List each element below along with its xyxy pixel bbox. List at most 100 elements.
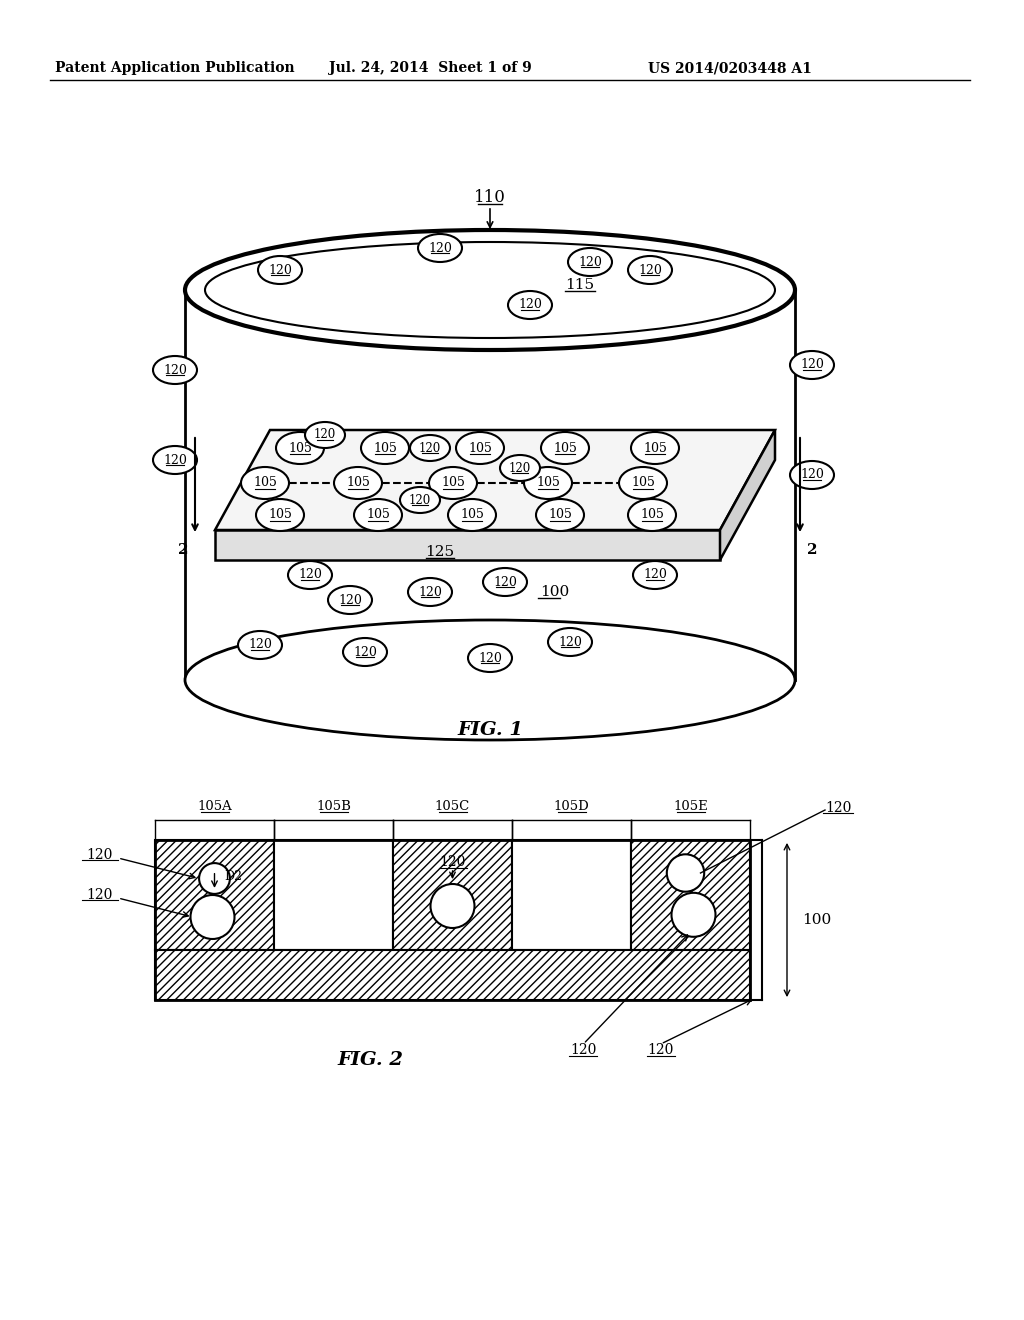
Ellipse shape — [185, 620, 795, 741]
Text: 105: 105 — [640, 508, 664, 521]
Text: 120: 120 — [518, 298, 542, 312]
Text: 105: 105 — [441, 477, 465, 490]
Text: 120: 120 — [439, 855, 466, 869]
Ellipse shape — [790, 461, 834, 488]
Ellipse shape — [400, 487, 440, 513]
Bar — [274, 840, 393, 950]
Text: 100: 100 — [540, 585, 569, 599]
Text: 120: 120 — [494, 576, 517, 589]
Text: 120: 120 — [248, 639, 272, 652]
Ellipse shape — [568, 248, 612, 276]
Ellipse shape — [456, 432, 504, 465]
Ellipse shape — [361, 432, 409, 465]
Ellipse shape — [408, 578, 452, 606]
Ellipse shape — [633, 561, 677, 589]
Text: 105D: 105D — [554, 800, 590, 813]
Ellipse shape — [305, 422, 345, 447]
Text: 105A: 105A — [198, 800, 231, 813]
Text: US 2014/0203448 A1: US 2014/0203448 A1 — [648, 61, 812, 75]
Bar — [512, 840, 631, 950]
Polygon shape — [720, 430, 775, 560]
Ellipse shape — [276, 432, 324, 465]
Bar — [393, 840, 512, 950]
Text: 120: 120 — [643, 569, 667, 582]
Text: 105: 105 — [548, 508, 572, 521]
Text: 105: 105 — [536, 477, 560, 490]
Text: 105: 105 — [643, 441, 667, 454]
Text: FIG. 2: FIG. 2 — [337, 1051, 403, 1069]
Text: 120: 120 — [428, 242, 452, 255]
Ellipse shape — [354, 499, 402, 531]
Polygon shape — [215, 430, 775, 531]
Text: 120: 120 — [163, 454, 187, 466]
Circle shape — [190, 895, 234, 939]
Text: 120: 120 — [579, 256, 602, 268]
Circle shape — [667, 854, 705, 892]
Text: 105: 105 — [366, 508, 390, 521]
Text: FIG. 1: FIG. 1 — [457, 721, 523, 739]
Text: 120: 120 — [509, 462, 531, 474]
Bar — [631, 840, 750, 950]
Text: 120: 120 — [418, 586, 442, 598]
Ellipse shape — [258, 256, 302, 284]
Ellipse shape — [500, 455, 540, 480]
Ellipse shape — [343, 638, 387, 667]
Ellipse shape — [536, 499, 584, 531]
Text: 120: 120 — [825, 801, 851, 814]
Text: 120: 120 — [268, 264, 292, 276]
Polygon shape — [215, 531, 720, 560]
Ellipse shape — [153, 446, 197, 474]
Text: 105: 105 — [468, 441, 492, 454]
Text: 120: 120 — [419, 441, 441, 454]
Ellipse shape — [524, 467, 572, 499]
Text: 120: 120 — [163, 363, 187, 376]
Ellipse shape — [628, 499, 676, 531]
Ellipse shape — [429, 467, 477, 499]
Text: 120: 120 — [353, 645, 377, 659]
Ellipse shape — [418, 234, 462, 261]
Ellipse shape — [508, 290, 552, 319]
Text: 105: 105 — [346, 477, 370, 490]
Text: 110: 110 — [474, 190, 506, 206]
Text: 105E: 105E — [673, 800, 708, 813]
Text: 105B: 105B — [316, 800, 351, 813]
Ellipse shape — [238, 631, 282, 659]
Text: 120: 120 — [87, 847, 114, 862]
Text: 100: 100 — [802, 913, 831, 927]
Text: 105: 105 — [460, 508, 484, 521]
Circle shape — [199, 863, 230, 894]
Ellipse shape — [256, 499, 304, 531]
Text: 125: 125 — [425, 545, 455, 558]
Text: 120: 120 — [87, 888, 114, 902]
Text: 120: 120 — [338, 594, 361, 606]
Text: 105: 105 — [631, 477, 655, 490]
Ellipse shape — [631, 432, 679, 465]
Text: Jul. 24, 2014  Sheet 1 of 9: Jul. 24, 2014 Sheet 1 of 9 — [329, 61, 531, 75]
Ellipse shape — [449, 499, 496, 531]
Text: 120: 120 — [298, 569, 322, 582]
Bar — [155, 840, 274, 950]
Text: 120: 120 — [800, 359, 824, 371]
Bar — [155, 950, 750, 1001]
Text: 105: 105 — [253, 477, 276, 490]
Ellipse shape — [334, 467, 382, 499]
Text: 120: 120 — [409, 494, 431, 507]
Ellipse shape — [483, 568, 527, 597]
Text: 105: 105 — [288, 441, 312, 454]
Text: 115: 115 — [565, 279, 594, 292]
Text: 105: 105 — [373, 441, 397, 454]
Ellipse shape — [288, 561, 332, 589]
Text: 2: 2 — [807, 543, 817, 557]
Text: 105: 105 — [268, 508, 292, 521]
Ellipse shape — [153, 356, 197, 384]
Text: 120: 120 — [800, 469, 824, 482]
Ellipse shape — [790, 351, 834, 379]
Text: 120: 120 — [570, 1043, 597, 1057]
Ellipse shape — [468, 644, 512, 672]
Ellipse shape — [185, 230, 795, 350]
Ellipse shape — [541, 432, 589, 465]
Text: 120: 120 — [558, 635, 582, 648]
Ellipse shape — [328, 586, 372, 614]
Circle shape — [430, 884, 474, 928]
Text: 120: 120 — [638, 264, 662, 276]
